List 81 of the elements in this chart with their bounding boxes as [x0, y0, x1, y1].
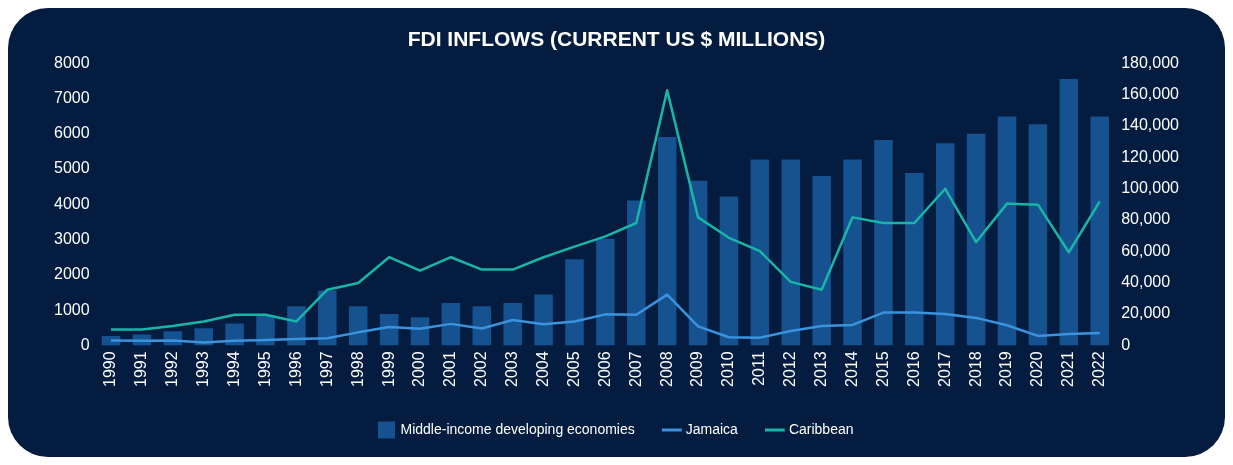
- bar: [441, 303, 461, 346]
- x-tick-label: 1993: [194, 351, 212, 387]
- x-tick-label: 2010: [719, 351, 737, 387]
- legend-label: Middle-income developing economies: [400, 420, 635, 437]
- y2-tick-label: 180,000: [1121, 53, 1180, 71]
- bar: [657, 136, 677, 346]
- x-tick-label: 1996: [286, 351, 304, 387]
- x-tick-label: 2004: [533, 351, 551, 387]
- x-tick-label: 2017: [935, 351, 953, 387]
- bar: [534, 294, 553, 346]
- x-tick-label: 1995: [255, 351, 273, 387]
- bar: [719, 196, 739, 346]
- x-tick-label: 2008: [657, 351, 675, 387]
- y-tick-label: 1000: [54, 300, 90, 318]
- y2-tick-label: 160,000: [1121, 84, 1180, 102]
- legend-label: Caribbean: [788, 420, 854, 437]
- x-tick-label: 1998: [348, 351, 366, 387]
- x-tick-label: 2020: [1028, 351, 1046, 387]
- y2-tick-label: 140,000: [1121, 116, 1180, 134]
- x-tick-label: 2015: [873, 351, 891, 387]
- y-tick-label: 8000: [54, 53, 90, 71]
- x-tick-label: 2021: [1059, 351, 1077, 387]
- bar: [874, 140, 893, 346]
- bar: [1059, 78, 1079, 346]
- bar: [472, 306, 492, 346]
- x-tick-label: 2009: [688, 351, 706, 387]
- y2-tick-label: 0: [1121, 335, 1131, 353]
- x-tick-label: 2006: [595, 351, 613, 387]
- x-tick-label: 1990: [101, 351, 119, 387]
- x-tick-label: 2011: [750, 351, 768, 386]
- bar: [318, 290, 337, 346]
- x-tick-label: 1999: [379, 351, 397, 387]
- x-tick-label: 2013: [812, 351, 830, 387]
- y-tick-label: 6000: [54, 124, 90, 142]
- bar: [935, 143, 955, 346]
- x-tick-label: 1992: [163, 351, 181, 387]
- y2-tick-label: 60,000: [1121, 241, 1171, 259]
- bar: [348, 306, 368, 346]
- bar: [750, 159, 770, 346]
- x-tick-label: 2002: [472, 351, 490, 387]
- bar: [256, 315, 275, 346]
- x-tick-label: 1994: [225, 351, 243, 387]
- x-tick-label: 2018: [966, 351, 984, 387]
- bar: [1090, 116, 1109, 346]
- y2-tick-label: 80,000: [1121, 210, 1171, 228]
- y-tick-label: 5000: [54, 159, 90, 177]
- x-tick-label: 2022: [1090, 351, 1108, 387]
- x-tick-label: 2014: [842, 351, 860, 387]
- y2-tick-label: 120,000: [1121, 147, 1180, 165]
- x-tick-label: 2001: [441, 351, 459, 387]
- x-tick-label: 2005: [564, 351, 582, 387]
- bar: [812, 176, 831, 346]
- bar: [905, 172, 924, 346]
- x-tick-label: 2016: [904, 351, 922, 387]
- bar: [966, 133, 986, 346]
- x-tick-label: 1997: [317, 351, 335, 387]
- bar: [596, 238, 615, 346]
- x-tick-label: 2000: [410, 351, 428, 387]
- bar: [688, 180, 708, 346]
- bar: [843, 159, 862, 346]
- bar: [1028, 124, 1048, 346]
- bar: [997, 116, 1017, 346]
- y2-tick-label: 100,000: [1121, 179, 1180, 197]
- chart-title: FDI INFLOWS (CURRENT US $ MILLIONS): [407, 27, 826, 51]
- y-tick-label: 2000: [54, 265, 90, 283]
- bar: [781, 159, 801, 346]
- y-tick-label: 4000: [54, 194, 90, 212]
- y-tick-label: 7000: [54, 88, 90, 106]
- bar: [565, 259, 584, 346]
- x-tick-label: 1991: [132, 351, 150, 387]
- x-tick-label: 2007: [626, 351, 644, 387]
- bar: [503, 303, 522, 346]
- y2-tick-label: 20,000: [1121, 304, 1171, 322]
- legend-label: Jamaica: [685, 420, 739, 437]
- y-tick-label: 3000: [54, 229, 90, 247]
- x-tick-label: 2003: [503, 351, 521, 387]
- x-tick-label: 2012: [781, 351, 799, 387]
- bar: [627, 200, 646, 346]
- x-tick-label: 2019: [997, 351, 1015, 387]
- y2-tick-label: 40,000: [1121, 273, 1171, 291]
- y-tick-label: 0: [80, 335, 90, 353]
